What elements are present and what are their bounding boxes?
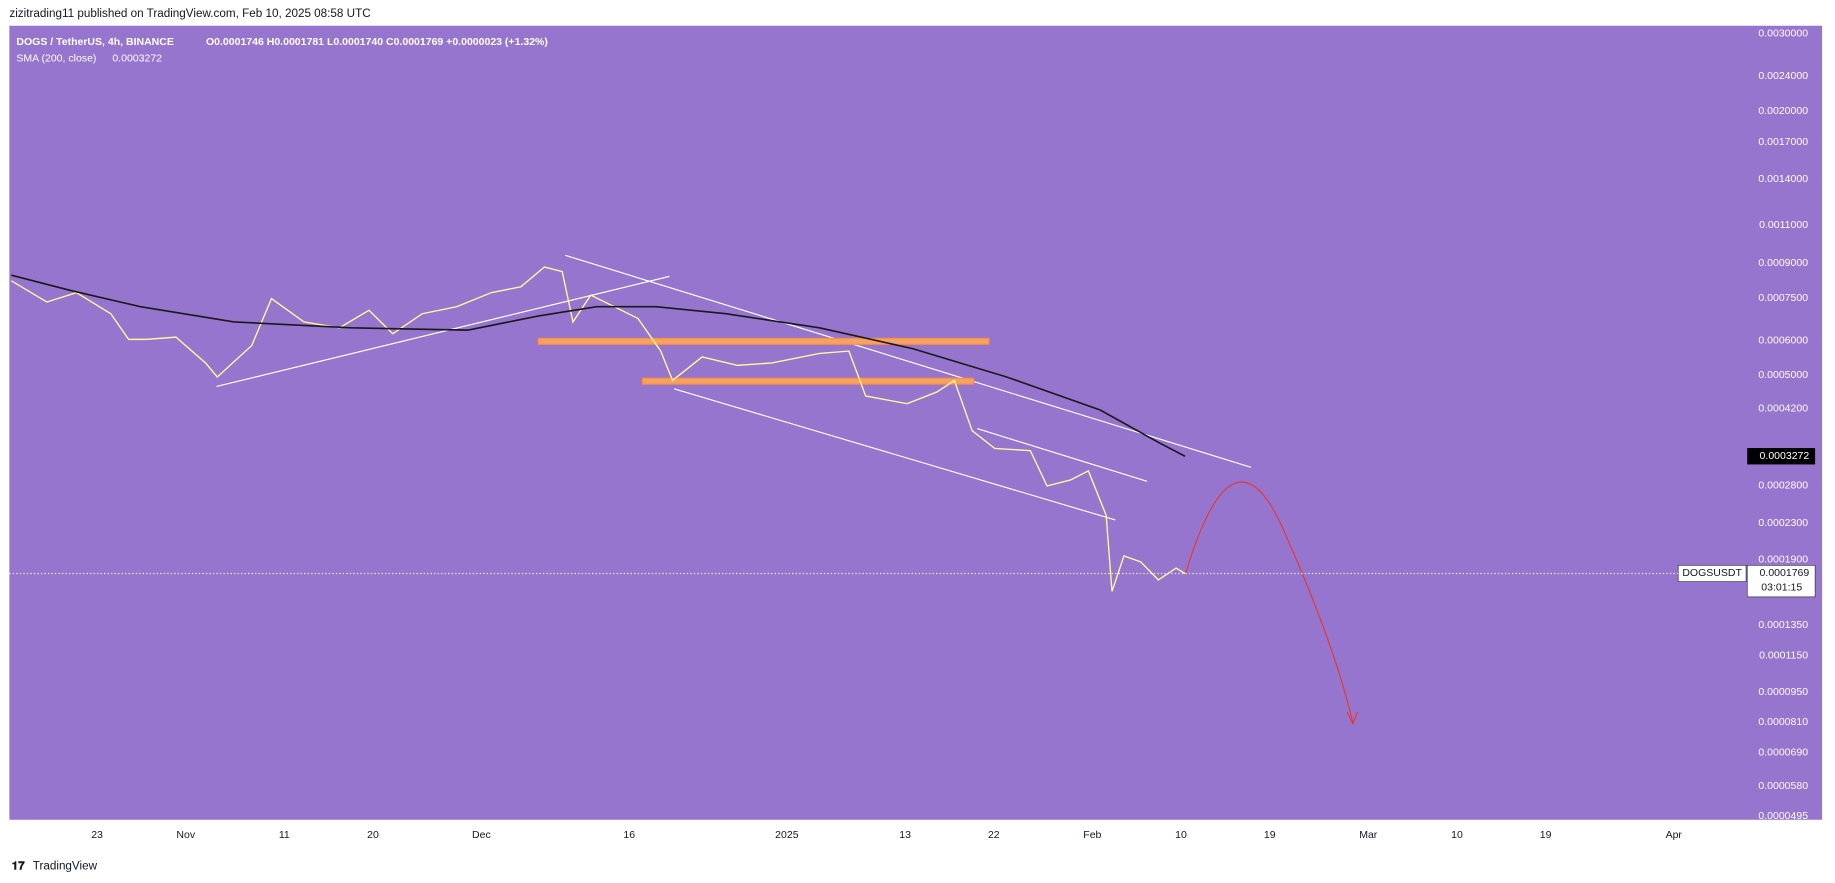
sma-tag: [1747, 448, 1816, 465]
x-tick-label: 20: [367, 829, 379, 841]
x-tick-label: 23: [91, 829, 103, 841]
x-tick-label: Dec: [472, 829, 491, 841]
y-tick-label: 0.0000690: [1758, 747, 1808, 759]
x-tick-label: 13: [899, 829, 911, 841]
ohlc-values: O0.0001746 H0.0001781 L0.0001740 C0.0001…: [206, 36, 548, 48]
y-tick-label: 0.0002300: [1758, 517, 1808, 529]
y-tick-label: 0.0004200: [1758, 402, 1808, 414]
y-tick-label: 0.0001150: [1759, 649, 1808, 661]
price-line: [10, 266, 1186, 592]
sma-legend-value: 0.0003272: [112, 52, 162, 64]
y-tick-label: 0.0017000: [1758, 136, 1808, 148]
trendline: [673, 388, 1116, 521]
x-tick-label: 22: [988, 829, 1000, 841]
x-tick-label: 10: [1175, 829, 1187, 841]
zone: [537, 337, 990, 345]
trendlines: [216, 254, 1252, 521]
y-tick-label: 0.0014000: [1758, 173, 1808, 185]
y-tick-label: 0.0011000: [1759, 219, 1808, 231]
x-tick-label: Mar: [1359, 829, 1378, 841]
sma-legend: SMA (200, close): [16, 52, 96, 64]
y-tick-label: 0.0020000: [1758, 105, 1808, 117]
sma-tag-value: 0.0003272: [1760, 450, 1810, 462]
symbol-tag: [1677, 564, 1747, 582]
x-tick-label: 19: [1264, 829, 1276, 841]
y-tick-label: 0.0009000: [1758, 257, 1808, 269]
y-tick-label: 0.0006000: [1758, 334, 1808, 346]
projection-arrow: [1346, 711, 1359, 726]
x-tick-label: 11: [279, 829, 290, 841]
trendline: [977, 428, 1148, 482]
trendline: [565, 254, 1252, 468]
trendline: [216, 275, 670, 388]
legend-title: DOGS / TetherUS, 4h, BINANCE: [16, 36, 174, 48]
y-tick-label: 0.0005000: [1758, 369, 1808, 381]
footer-brand: TradingView: [33, 860, 98, 873]
sma-line: [11, 274, 1186, 457]
x-tick-label: 19: [1540, 829, 1552, 841]
zone: [641, 377, 975, 385]
y-tick-label: 0.0000810: [1758, 716, 1808, 728]
price-tag-countdown: 03:01:15: [1761, 581, 1802, 593]
x-tick-label: 16: [623, 829, 635, 841]
x-tick-label: Feb: [1083, 829, 1101, 841]
x-tick-label: 10: [1451, 829, 1463, 841]
footer: 𝟏𝟕 TradingView 0.0030000 0.0024000 0.00200…: [12, 28, 1809, 873]
y-tick-label: 0.0001900: [1758, 554, 1808, 566]
y-tick-label: 0.0000495: [1758, 810, 1808, 822]
price-tag-value: 0.0001769: [1760, 567, 1810, 579]
price-tag: [1746, 564, 1816, 598]
plot-background: [9, 25, 1823, 820]
x-tick-label: Apr: [1666, 829, 1683, 841]
projection-arc: [1184, 481, 1354, 723]
symbol-tag-text: DOGSUSDT: [1682, 567, 1742, 579]
footer-logo: 𝟏𝟕: [12, 860, 25, 873]
x-tick-label: Nov: [176, 829, 195, 841]
y-tick-label: 0.0000950: [1758, 686, 1808, 698]
y-tick-label: 0.0024000: [1758, 70, 1808, 82]
y-tick-label: 0.0000580: [1758, 780, 1808, 792]
x-tick-label: 2025: [775, 829, 799, 841]
y-tick-label: 0.0002800: [1758, 480, 1808, 492]
y-tick-label: 0.0001350: [1758, 619, 1808, 631]
publish-header: zizitrading11 published on TradingView.c…: [9, 7, 370, 20]
y-tick-label: 0.0007500: [1758, 292, 1808, 304]
y-tick-label: 0.0030000: [1758, 28, 1808, 40]
